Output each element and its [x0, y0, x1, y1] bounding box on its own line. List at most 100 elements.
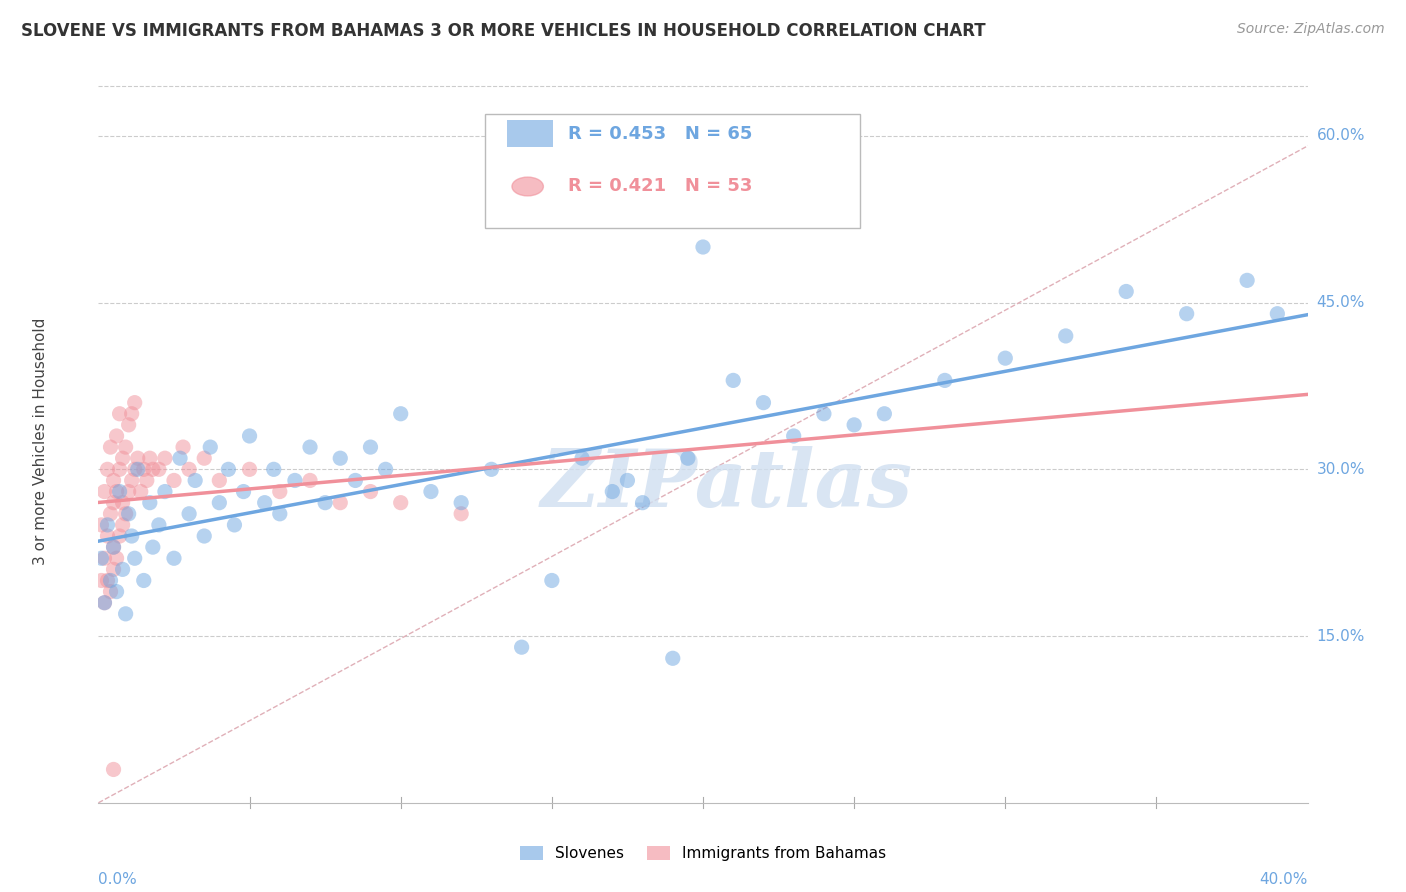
Point [263, 462, 285, 476]
Point [450, 496, 472, 510]
Point [163, 474, 186, 488]
Point [111, 562, 134, 576]
Point [481, 462, 503, 476]
Text: Source: ZipAtlas.com: Source: ZipAtlas.com [1237, 22, 1385, 37]
Point [100, 507, 122, 521]
Point [510, 640, 533, 655]
Point [139, 496, 162, 510]
Point [100, 440, 122, 454]
Point [420, 484, 443, 499]
Point [269, 484, 291, 499]
Point [114, 440, 136, 454]
Point [103, 496, 125, 510]
Text: R = 0.453   N = 65: R = 0.453 N = 65 [568, 126, 752, 144]
Text: 15.0%: 15.0% [1316, 629, 1365, 643]
Point [217, 462, 239, 476]
Point [224, 517, 246, 532]
Point [208, 496, 231, 510]
Text: 45.0%: 45.0% [1316, 295, 1365, 310]
Point [299, 474, 322, 488]
Point [103, 540, 125, 554]
Point [105, 551, 128, 566]
Point [93, 484, 115, 499]
Text: 0.0%: 0.0% [98, 871, 138, 887]
Point [135, 474, 157, 488]
Point [121, 529, 143, 543]
Text: R = 0.421   N = 53: R = 0.421 N = 53 [568, 178, 752, 195]
Point [661, 651, 683, 665]
Point [172, 440, 194, 454]
Point [723, 373, 745, 387]
Point [1236, 273, 1258, 287]
Point [239, 462, 262, 476]
Point [934, 373, 956, 387]
Point [193, 451, 215, 466]
Point [360, 440, 382, 454]
Point [239, 429, 262, 443]
Point [100, 574, 122, 588]
Point [284, 474, 307, 488]
Point [90, 517, 112, 532]
Text: 30.0%: 30.0% [1316, 462, 1365, 477]
Point [87, 796, 110, 810]
Point [450, 507, 472, 521]
Circle shape [512, 178, 543, 196]
Point [105, 484, 128, 499]
Point [1115, 285, 1137, 299]
Point [142, 462, 165, 476]
Point [299, 440, 322, 454]
Point [111, 517, 134, 532]
Point [329, 451, 352, 466]
Point [114, 507, 136, 521]
Point [121, 474, 143, 488]
Point [360, 484, 382, 499]
Point [118, 417, 141, 432]
Point [374, 462, 396, 476]
Point [100, 584, 122, 599]
FancyBboxPatch shape [508, 120, 553, 147]
Text: SLOVENE VS IMMIGRANTS FROM BAHAMAS 3 OR MORE VEHICLES IN HOUSEHOLD CORRELATION C: SLOVENE VS IMMIGRANTS FROM BAHAMAS 3 OR … [21, 22, 986, 40]
Point [127, 462, 149, 476]
Point [105, 584, 128, 599]
Point [127, 451, 149, 466]
Point [148, 462, 170, 476]
Point [96, 529, 118, 543]
Point [108, 462, 131, 476]
Point [344, 474, 367, 488]
Point [184, 474, 207, 488]
Point [163, 551, 186, 566]
Point [179, 507, 201, 521]
Point [124, 462, 146, 476]
Legend: Slovenes, Immigrants from Bahamas: Slovenes, Immigrants from Bahamas [513, 840, 893, 867]
Point [103, 540, 125, 554]
Point [103, 474, 125, 488]
Point [96, 517, 118, 532]
Point [1267, 307, 1289, 321]
Point [153, 451, 176, 466]
Point [314, 496, 336, 510]
Point [179, 462, 201, 476]
Point [389, 407, 412, 421]
Point [142, 540, 165, 554]
Point [93, 596, 115, 610]
Point [153, 484, 176, 499]
Point [389, 496, 412, 510]
Text: 60.0%: 60.0% [1316, 128, 1365, 144]
Point [676, 451, 699, 466]
Point [90, 551, 112, 566]
Point [269, 507, 291, 521]
Point [873, 407, 896, 421]
Point [169, 451, 191, 466]
Point [571, 451, 593, 466]
Point [783, 429, 806, 443]
Point [129, 484, 152, 499]
Point [208, 474, 231, 488]
Point [108, 407, 131, 421]
Point [93, 596, 115, 610]
Point [844, 417, 866, 432]
Point [139, 451, 162, 466]
Point [602, 484, 624, 499]
Point [118, 484, 141, 499]
Point [752, 395, 775, 409]
Point [124, 395, 146, 409]
